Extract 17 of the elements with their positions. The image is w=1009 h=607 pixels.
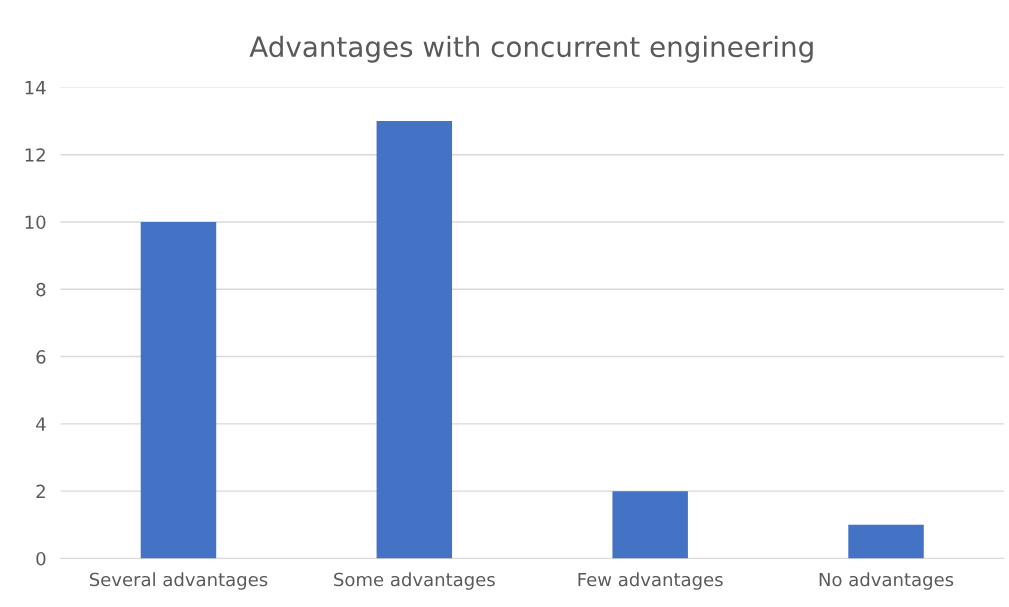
y-tick-label: 8 — [36, 282, 46, 297]
bar — [848, 524, 924, 559]
x-tick-label: No advantages — [819, 572, 954, 590]
y-tick-label: 10 — [25, 215, 46, 230]
bar — [612, 491, 688, 559]
y-tick-label: 2 — [36, 484, 45, 499]
x-tick-label: Some advantages — [334, 572, 495, 590]
bar — [376, 121, 453, 559]
y-tick-label: 14 — [25, 81, 46, 95]
x-tick-label: Few advantages — [578, 572, 723, 590]
bar — [140, 221, 217, 559]
y-tick-label: 4 — [36, 417, 46, 431]
y-tick-label: 12 — [25, 148, 45, 162]
y-tick-label: 0 — [36, 551, 46, 566]
x-tick-label: Several advantages — [89, 572, 268, 590]
chart-title: Advantages with concurrent engineering — [249, 35, 813, 63]
y-tick-label: 6 — [36, 350, 46, 364]
